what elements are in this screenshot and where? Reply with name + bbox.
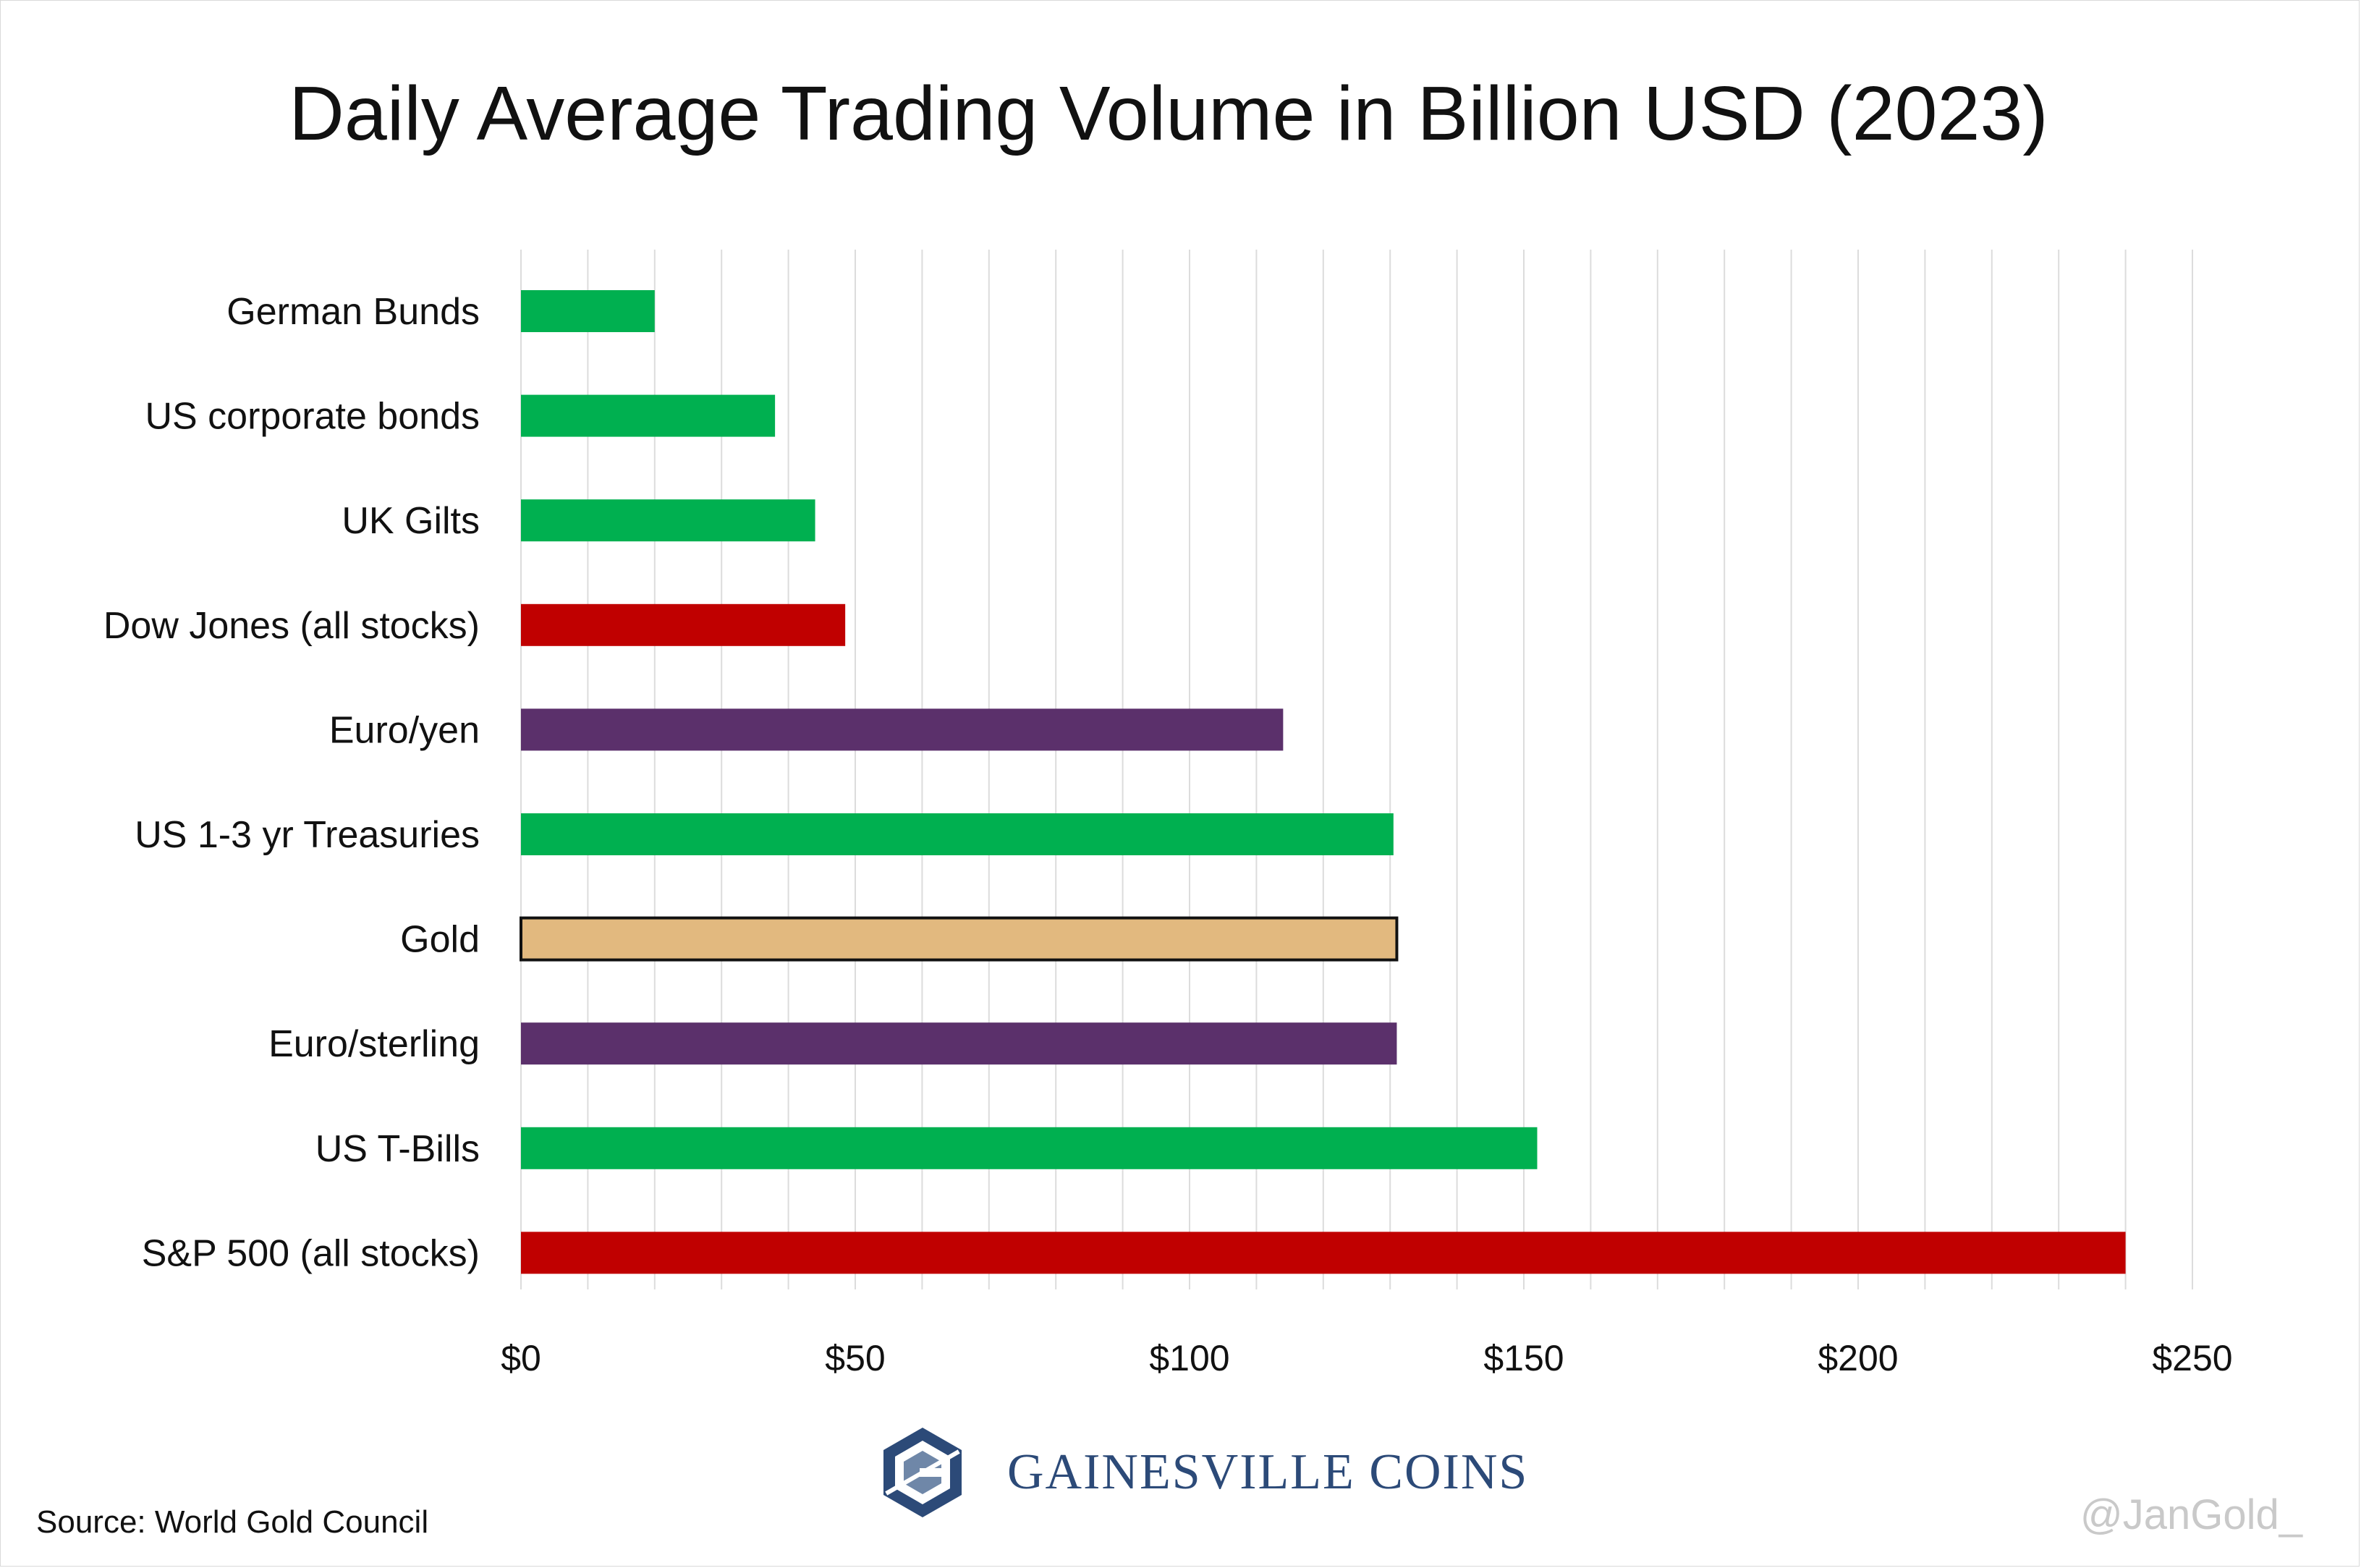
bar [521, 1127, 1538, 1169]
category-label: UK Gilts [342, 500, 480, 542]
x-axis-tick-labels: $0 $50 $100 $150 $200 $250 [501, 1338, 2232, 1378]
bar [521, 603, 846, 646]
bars [520, 290, 2126, 1274]
watermark: @JanGold_ [2080, 1491, 2303, 1538]
x-tick-label: $250 [2152, 1338, 2232, 1378]
category-label: US 1-3 yr Treasuries [135, 814, 480, 856]
bar [520, 916, 1399, 962]
category-label: US corporate bonds [145, 396, 480, 438]
category-label: Euro/sterling [268, 1023, 480, 1065]
x-tick-label: $0 [501, 1338, 541, 1378]
gainesville-coins-logo-icon [883, 1428, 962, 1517]
bar [521, 290, 655, 332]
brand-name: GAINESVILLE COINS [1007, 1444, 1528, 1500]
bar [521, 708, 1284, 751]
bar [521, 1232, 2126, 1274]
bar [521, 499, 815, 542]
bar [521, 1022, 1397, 1065]
bar [521, 813, 1394, 855]
grid-lines [520, 250, 2193, 1289]
x-tick-label: $200 [1818, 1338, 1898, 1378]
category-label: German Bunds [226, 291, 480, 333]
x-tick-label: $150 [1483, 1338, 1564, 1378]
category-label: Dow Jones (all stocks) [103, 605, 480, 647]
category-label: US T-Bills [315, 1128, 480, 1170]
chart-title: Daily Average Trading Volume in Billion … [289, 71, 2048, 156]
category-label: Gold [400, 919, 480, 961]
bar [521, 394, 776, 437]
x-tick-label: $100 [1149, 1338, 1229, 1378]
category-label: S&P 500 (all stocks) [142, 1232, 480, 1274]
source-note: Source: World Gold Council [36, 1504, 428, 1540]
category-labels: German Bunds US corporate bonds UK Gilts Do… [103, 291, 480, 1274]
x-tick-label: $50 [825, 1338, 885, 1378]
category-label: Euro/yen [329, 709, 480, 751]
